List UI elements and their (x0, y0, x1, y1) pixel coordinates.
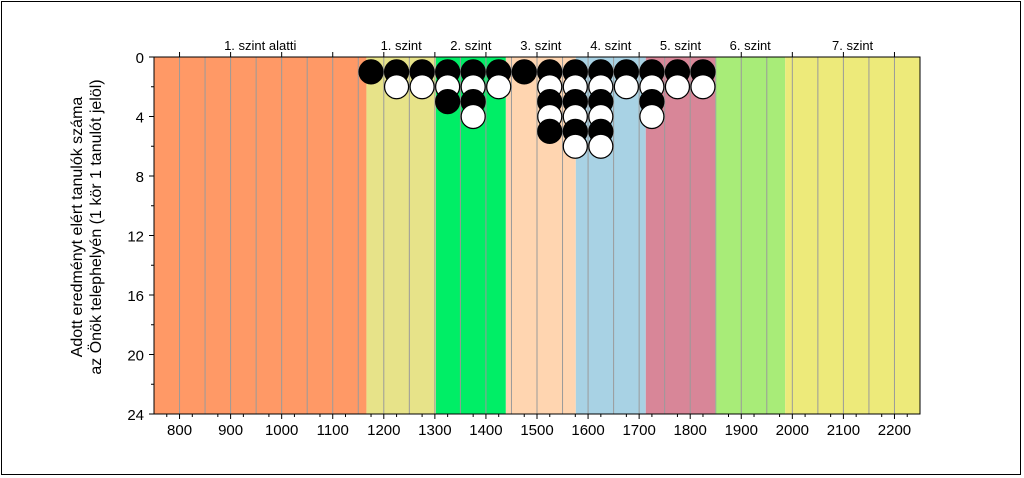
level-band (366, 57, 436, 414)
x-tick-label: 1000 (265, 422, 298, 439)
band-label: 4. szint (590, 38, 632, 53)
y-tick-label: 20 (127, 348, 144, 365)
x-tick-label: 2100 (827, 422, 860, 439)
axes: 800 900 1000 1100 1200 1300 1400 1500 1600 1700 18… (127, 50, 921, 439)
x-tick-label: 800 (167, 422, 192, 439)
band-label: 2. szint (450, 38, 492, 53)
student-marker (435, 89, 461, 115)
x-tick-label: 1200 (367, 422, 400, 439)
band-label: 1. szint (381, 38, 423, 53)
student-marker (588, 133, 614, 159)
student-marker (639, 103, 665, 130)
student-marker (511, 59, 537, 85)
student-markers (358, 59, 716, 159)
student-marker (358, 59, 384, 85)
y-tick-label: 8 (136, 169, 144, 186)
student-marker (409, 74, 435, 100)
student-marker (383, 74, 410, 100)
student-marker (690, 74, 716, 100)
band-label: 5. szint (660, 38, 702, 53)
x-tick-label: 2200 (878, 422, 911, 439)
x-tick-label: 1700 (622, 422, 655, 439)
y-tick-label: 4 (136, 110, 144, 127)
student-marker (613, 74, 639, 100)
band-label: 6. szint (730, 38, 772, 53)
y-axis-label-line1: Adott eredményt elért tanulók száma (69, 97, 86, 358)
y-tick-label: 0 (136, 50, 144, 67)
x-tick-label: 900 (218, 422, 243, 439)
x-tick-label: 1800 (674, 422, 707, 439)
gridlines (179, 57, 895, 414)
level-band (154, 57, 367, 414)
student-marker (664, 74, 691, 100)
x-tick-label: 1300 (418, 422, 451, 439)
x-tick-label: 1100 (317, 422, 349, 439)
y-tick-label: 16 (127, 288, 144, 305)
student-marker (562, 133, 588, 159)
y-axis-label-line2: az Önök telephelyén (1 kör 1 tanulót jel… (87, 79, 105, 374)
student-marker (486, 74, 512, 100)
y-tick-label: 12 (127, 229, 144, 246)
x-tick-label: 1600 (571, 422, 604, 439)
level-band (715, 57, 786, 414)
band-label: 7. szint (832, 38, 874, 53)
band-label: 3. szint (520, 38, 562, 53)
x-tick-label: 1500 (520, 422, 553, 439)
student-marker (460, 103, 486, 130)
band-labels: 1. szint alatti 1. szint 2. szint 3. szint 4… (224, 38, 873, 53)
y-tick-label: 24 (127, 407, 144, 424)
y-axis-label: Adott eredményt elért tanulók száma az Ö… (69, 79, 105, 374)
x-tick-label: 2000 (776, 422, 809, 439)
x-tick-label: 1400 (469, 422, 502, 439)
level-band (785, 57, 920, 414)
band-label: 1. szint alatti (224, 38, 296, 53)
x-tick-label: 1900 (725, 422, 758, 439)
student-marker (537, 118, 563, 144)
